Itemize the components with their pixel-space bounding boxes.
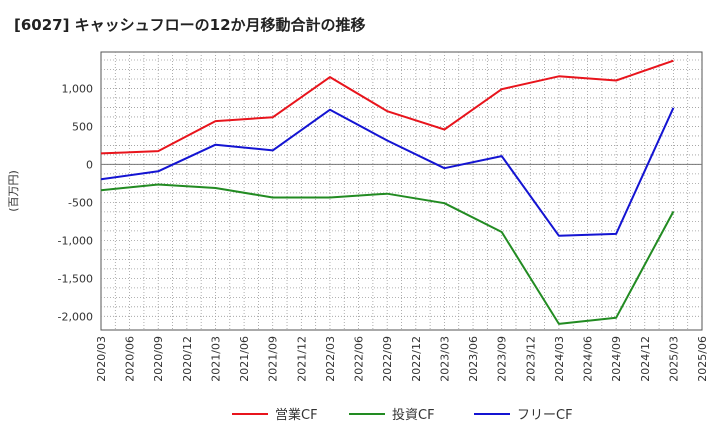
x-tick-label: 2020/09 [152,336,165,382]
y-tick-label: -2,000 [58,310,93,323]
x-tick-label: 2022/06 [353,336,366,382]
x-tick-label: 2024/12 [639,336,652,382]
x-tick-label: 2020/06 [124,336,137,382]
x-tick-label: 2021/03 [209,336,222,382]
x-tick-label: 2023/12 [524,336,537,382]
x-tick-label: 2022/09 [381,336,394,382]
y-axis-label: (百万円) [7,170,20,212]
x-tick-label: 2021/12 [295,336,308,382]
x-tick-label: 2023/06 [467,336,480,382]
y-tick-label: 500 [72,120,93,133]
series-line-2 [100,183,675,325]
legend-label: 投資CF [392,407,435,423]
y-tick-label: -500 [68,196,93,209]
x-tick-label: 2020/03 [95,336,108,382]
x-tick-label: 2022/03 [324,336,337,382]
x-tick-label: 2024/09 [610,336,623,382]
x-tick-label: 2021/09 [267,336,280,382]
chart-title: [6027] キャッシュフローの12か月移動合計の推移 [14,16,366,34]
series-line-1 [100,59,674,155]
x-tick-label: 2024/03 [553,336,566,382]
x-tick-label: 2025/03 [667,336,680,382]
x-tick-label: 2021/06 [238,336,251,382]
y-tick-label: -1,500 [58,272,93,285]
x-tick-label: 2022/12 [410,336,423,382]
series-line-3 [100,107,675,237]
y-tick-label: -1,000 [58,234,93,247]
y-tick-label: 0 [86,158,93,171]
y-tick-label: 1,000 [62,82,94,95]
x-tick-label: 2023/03 [438,336,451,382]
x-tick-label: 2023/09 [496,336,509,382]
legend-label: フリーCF [517,408,573,423]
x-tick-label: 2024/06 [582,336,595,382]
legend-label: 営業CF [275,407,318,423]
x-tick-label: 2025/06 [696,336,709,382]
x-tick-label: 2020/12 [181,336,194,382]
